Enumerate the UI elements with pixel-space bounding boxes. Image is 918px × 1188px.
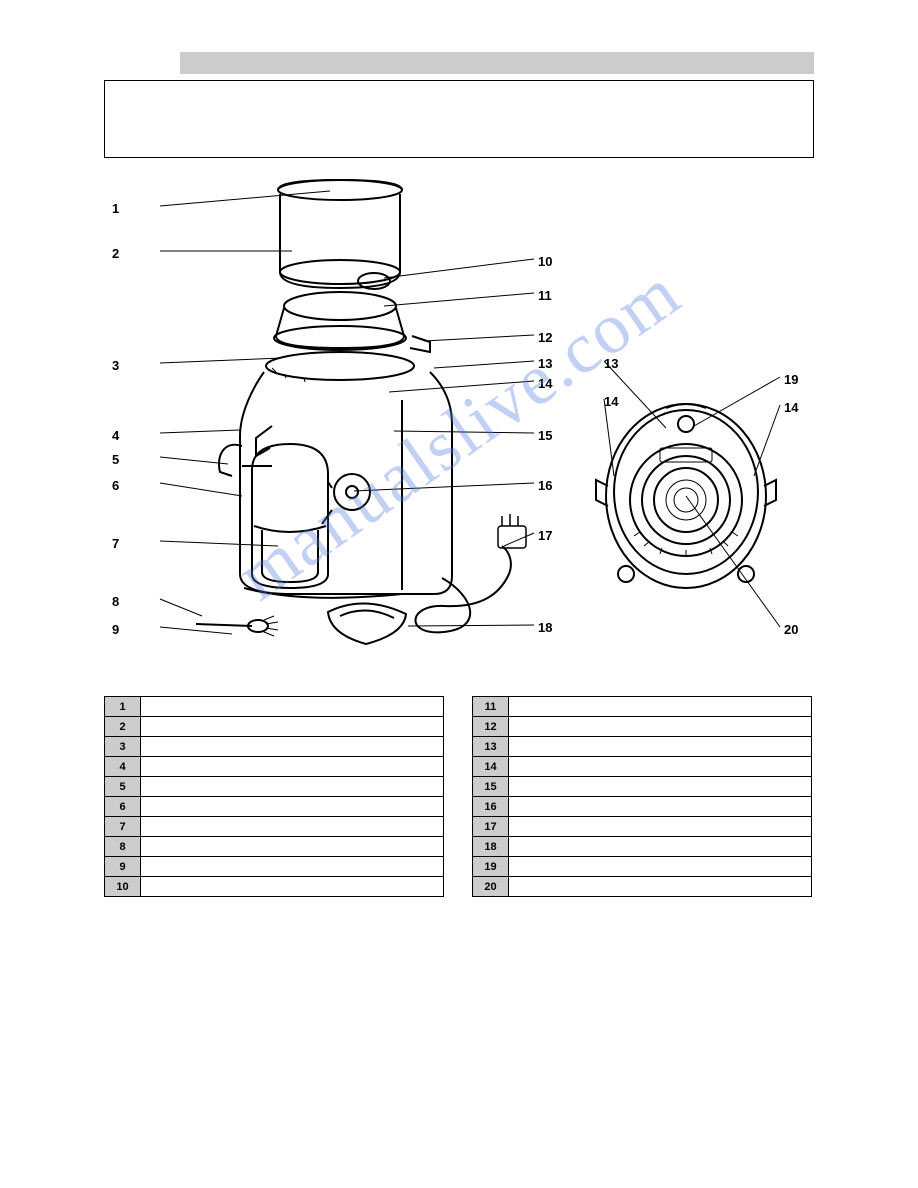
part-number-cell: 9 bbox=[105, 857, 141, 877]
part-number-cell: 7 bbox=[105, 817, 141, 837]
title-box bbox=[104, 80, 814, 158]
part-desc-cell bbox=[509, 837, 812, 857]
parts-table-left: 12345678910 bbox=[104, 696, 444, 897]
part-desc-cell bbox=[509, 697, 812, 717]
part-number-cell: 12 bbox=[473, 717, 509, 737]
parts-diagram: 1234567891011121314151617181319141420 ma… bbox=[104, 176, 814, 692]
table-row: 9 bbox=[105, 857, 444, 877]
part-desc-cell bbox=[141, 737, 444, 757]
parts-tables: 12345678910 11121314151617181920 bbox=[104, 696, 814, 897]
callout-14: 14 bbox=[784, 400, 798, 415]
diagram-svg bbox=[104, 176, 814, 692]
table-row: 13 bbox=[473, 737, 812, 757]
part-number-cell: 13 bbox=[473, 737, 509, 757]
callout-17: 17 bbox=[538, 528, 552, 543]
part-number-cell: 18 bbox=[473, 837, 509, 857]
part-desc-cell bbox=[509, 877, 812, 897]
callout-9: 9 bbox=[112, 622, 119, 637]
callout-11: 11 bbox=[538, 288, 552, 303]
part-number-cell: 19 bbox=[473, 857, 509, 877]
callout-12: 12 bbox=[538, 330, 552, 345]
part-number-cell: 4 bbox=[105, 757, 141, 777]
callout-7: 7 bbox=[112, 536, 119, 551]
callout-4: 4 bbox=[112, 428, 119, 443]
table-row: 5 bbox=[105, 777, 444, 797]
part-number-cell: 11 bbox=[473, 697, 509, 717]
callout-14: 14 bbox=[538, 376, 552, 391]
callout-13: 13 bbox=[604, 356, 618, 371]
part-desc-cell bbox=[141, 877, 444, 897]
table-row: 18 bbox=[473, 837, 812, 857]
parts-table-right: 11121314151617181920 bbox=[472, 696, 812, 897]
part-number-cell: 15 bbox=[473, 777, 509, 797]
part-number-cell: 16 bbox=[473, 797, 509, 817]
part-desc-cell bbox=[509, 817, 812, 837]
callout-13: 13 bbox=[538, 356, 552, 371]
table-row: 1 bbox=[105, 697, 444, 717]
callout-16: 16 bbox=[538, 478, 552, 493]
callout-20: 20 bbox=[784, 622, 798, 637]
callout-8: 8 bbox=[112, 594, 119, 609]
part-desc-cell bbox=[141, 837, 444, 857]
part-number-cell: 14 bbox=[473, 757, 509, 777]
part-number-cell: 20 bbox=[473, 877, 509, 897]
part-desc-cell bbox=[141, 857, 444, 877]
part-desc-cell bbox=[509, 757, 812, 777]
callout-18: 18 bbox=[538, 620, 552, 635]
part-desc-cell bbox=[141, 777, 444, 797]
callout-6: 6 bbox=[112, 478, 119, 493]
table-row: 4 bbox=[105, 757, 444, 777]
table-row: 17 bbox=[473, 817, 812, 837]
table-row: 3 bbox=[105, 737, 444, 757]
part-number-cell: 5 bbox=[105, 777, 141, 797]
part-number-cell: 3 bbox=[105, 737, 141, 757]
header-bar bbox=[180, 52, 814, 74]
table-row: 8 bbox=[105, 837, 444, 857]
callout-10: 10 bbox=[538, 254, 552, 269]
table-row: 7 bbox=[105, 817, 444, 837]
callout-2: 2 bbox=[112, 246, 119, 261]
part-desc-cell bbox=[141, 757, 444, 777]
part-number-cell: 8 bbox=[105, 837, 141, 857]
part-desc-cell bbox=[509, 797, 812, 817]
callout-19: 19 bbox=[784, 372, 798, 387]
part-desc-cell bbox=[141, 697, 444, 717]
part-desc-cell bbox=[509, 857, 812, 877]
table-row: 10 bbox=[105, 877, 444, 897]
table-row: 15 bbox=[473, 777, 812, 797]
part-desc-cell bbox=[509, 737, 812, 757]
part-number-cell: 17 bbox=[473, 817, 509, 837]
part-desc-cell bbox=[141, 817, 444, 837]
part-number-cell: 2 bbox=[105, 717, 141, 737]
part-number-cell: 1 bbox=[105, 697, 141, 717]
part-desc-cell bbox=[509, 717, 812, 737]
table-row: 6 bbox=[105, 797, 444, 817]
table-row: 14 bbox=[473, 757, 812, 777]
table-row: 19 bbox=[473, 857, 812, 877]
part-number-cell: 10 bbox=[105, 877, 141, 897]
table-row: 16 bbox=[473, 797, 812, 817]
table-row: 11 bbox=[473, 697, 812, 717]
callout-15: 15 bbox=[538, 428, 552, 443]
table-row: 12 bbox=[473, 717, 812, 737]
callout-1: 1 bbox=[112, 201, 119, 216]
callout-5: 5 bbox=[112, 452, 119, 467]
part-number-cell: 6 bbox=[105, 797, 141, 817]
part-desc-cell bbox=[509, 777, 812, 797]
table-row: 2 bbox=[105, 717, 444, 737]
callout-3: 3 bbox=[112, 358, 119, 373]
part-desc-cell bbox=[141, 797, 444, 817]
part-desc-cell bbox=[141, 717, 444, 737]
callout-14: 14 bbox=[604, 394, 618, 409]
table-row: 20 bbox=[473, 877, 812, 897]
